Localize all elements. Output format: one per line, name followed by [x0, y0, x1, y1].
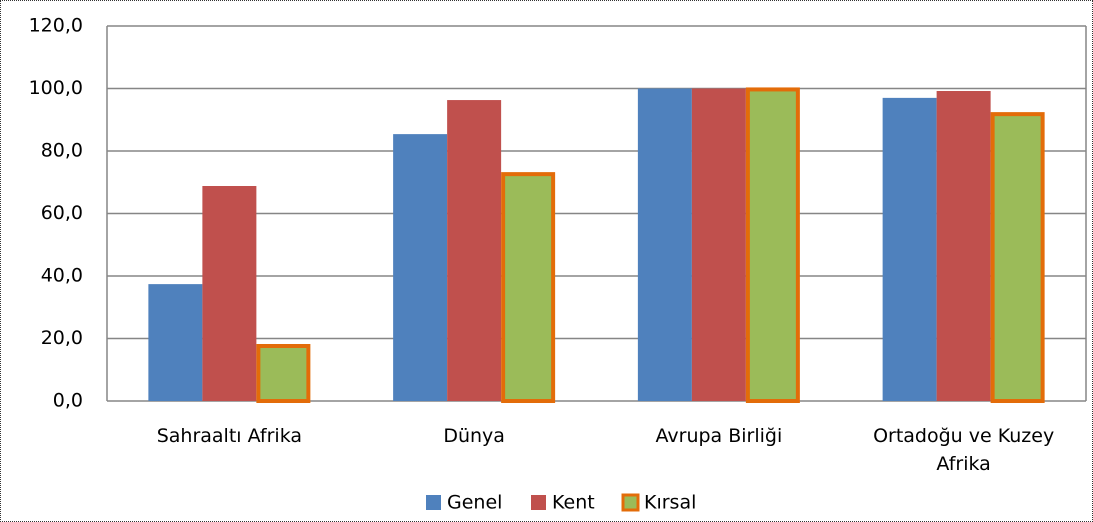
y-tick-label: 40,0	[41, 265, 83, 287]
legend-swatch	[621, 493, 640, 512]
x-tick-label: Ortadoğu ve Kuzey Afrika	[873, 425, 1055, 475]
y-tick-label: 80,0	[41, 140, 83, 162]
bar	[256, 344, 311, 403]
bar	[691, 88, 746, 401]
bar	[447, 100, 502, 401]
y-tick-label: 20,0	[41, 327, 83, 349]
bar	[745, 87, 800, 403]
legend-label: Kırsal	[644, 492, 696, 514]
y-tick-label: 60,0	[41, 202, 83, 224]
x-tick-label: Sahraaltı Afrika	[156, 425, 303, 447]
y-tick-label: 0,0	[53, 390, 83, 412]
bar	[202, 186, 257, 401]
legend-swatch	[426, 495, 441, 510]
legend-swatch	[531, 495, 546, 510]
x-tick-label: Avrupa Birliği	[655, 425, 783, 447]
bar	[501, 172, 556, 403]
y-tick-label: 100,0	[29, 77, 83, 99]
legend-label: Kent	[552, 492, 595, 514]
bar	[936, 91, 991, 401]
bar	[990, 112, 1045, 403]
x-tick-label: Dünya	[443, 425, 505, 447]
y-tick-label: 120,0	[29, 15, 83, 37]
bar	[393, 134, 448, 401]
bar	[882, 97, 937, 401]
bar	[637, 88, 692, 401]
bar	[148, 284, 203, 401]
legend-label: Genel	[447, 492, 502, 514]
